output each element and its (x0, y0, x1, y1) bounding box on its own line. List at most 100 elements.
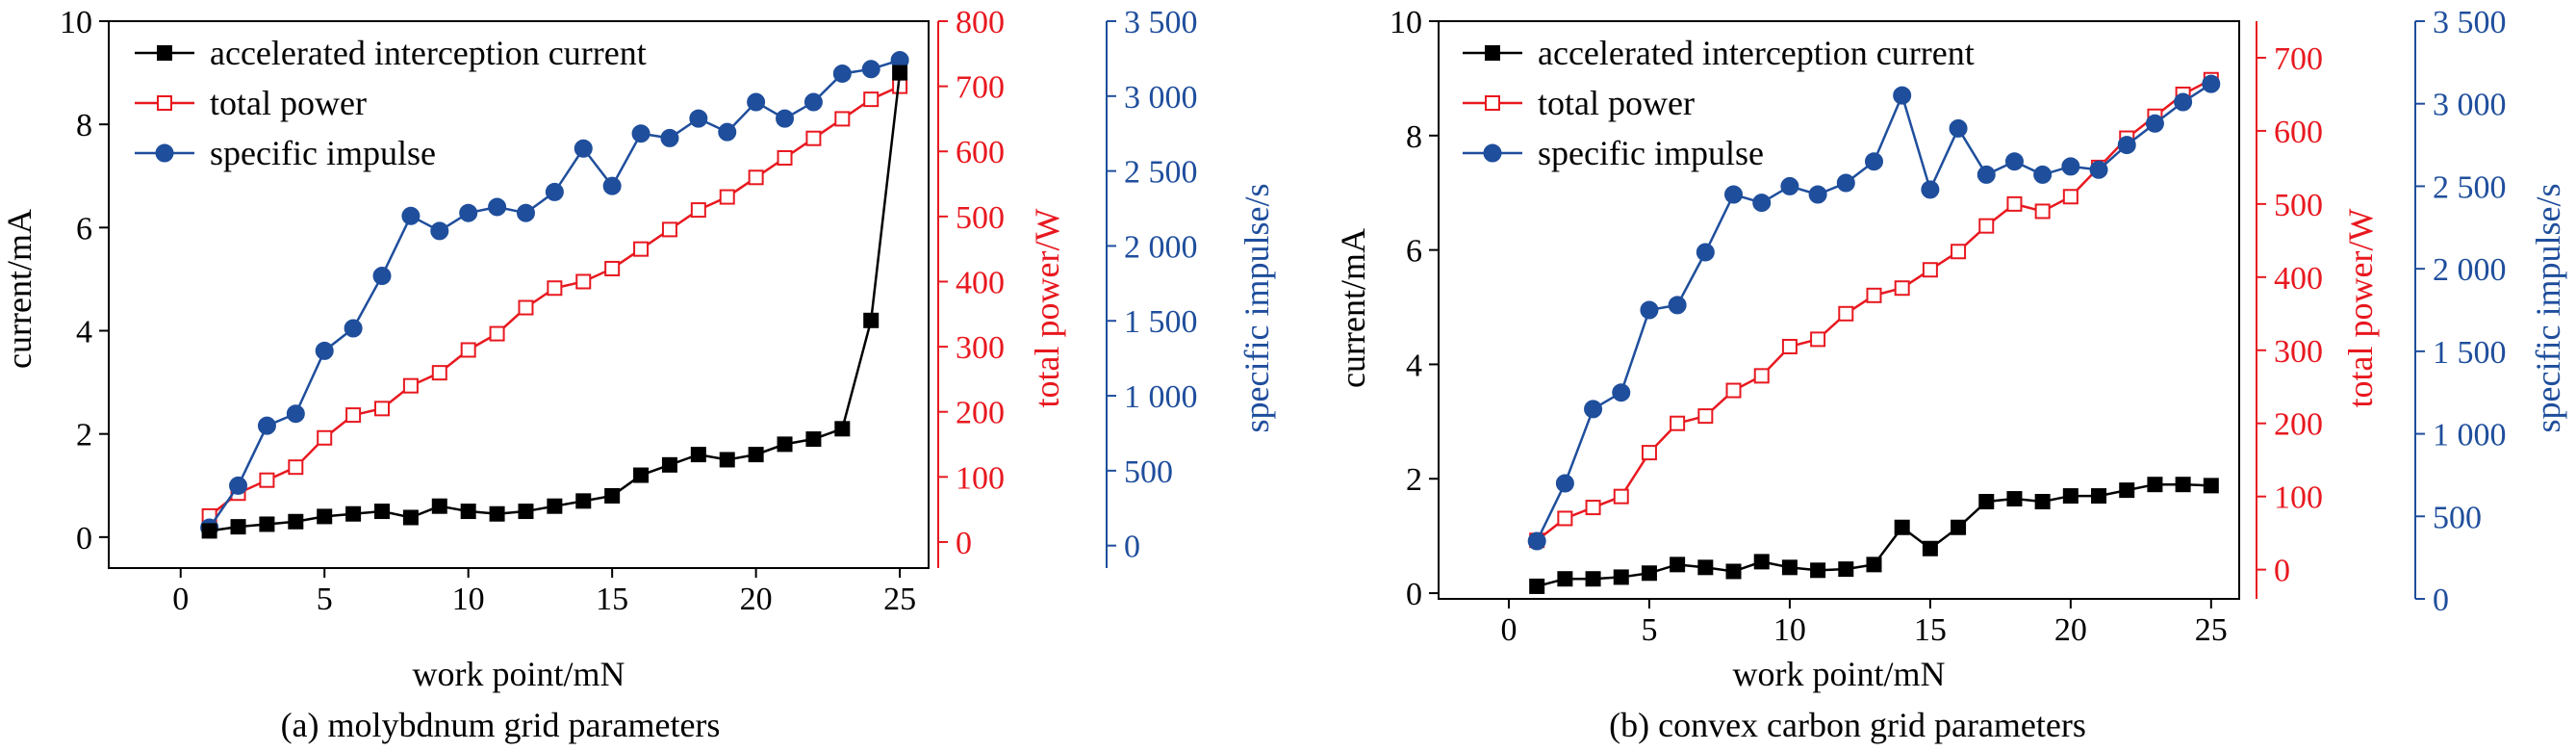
y-tick-label-current: 6 (76, 211, 92, 246)
data-point-power (489, 325, 505, 342)
data-point-power (1781, 338, 1798, 354)
data-point-power (2062, 189, 2079, 205)
data-point-impulse (1864, 152, 1883, 171)
y-tick-label-power: 700 (2274, 41, 2323, 77)
data-point-current (1725, 563, 1742, 580)
data-point-power (604, 260, 621, 276)
data-point-current (1670, 557, 1686, 573)
series-current (201, 65, 908, 539)
data-point-current (1922, 540, 1938, 557)
y-tick-label-impulse: 1 000 (1124, 379, 1198, 415)
data-point-impulse (1696, 243, 1715, 262)
y-tick-label-impulse: 500 (2433, 500, 2482, 535)
data-point-current (2062, 488, 2079, 505)
data-point-power (288, 459, 304, 476)
x-tick-label: 5 (1641, 612, 1657, 648)
legend: accelerated interception current total po… (135, 34, 647, 172)
data-point-impulse (459, 203, 478, 222)
y-tick-label-power: 400 (2274, 261, 2323, 297)
data-point-current (1585, 571, 1601, 587)
data-point-impulse (747, 92, 766, 112)
data-point-power (690, 202, 706, 219)
y-tick-label-current: 8 (1406, 119, 1422, 155)
data-point-current (1866, 557, 1882, 573)
data-point-current (2119, 482, 2135, 499)
data-point-impulse (1555, 474, 1574, 493)
y-tick-label-power: 700 (956, 70, 1005, 106)
data-point-power (1641, 445, 1657, 461)
data-point-current (345, 505, 362, 522)
y-tick-label-impulse: 1 500 (2433, 335, 2507, 371)
x-tick-label: 20 (2054, 612, 2087, 648)
data-point-impulse (1780, 176, 1799, 195)
y-tick-label-power: 500 (2274, 188, 2323, 223)
data-point-current (2175, 477, 2191, 493)
data-point-current (402, 509, 419, 526)
y-tick-label-impulse: 0 (2433, 583, 2449, 618)
y-tick-label-current: 0 (76, 521, 92, 557)
data-point-impulse (2033, 165, 2053, 184)
data-point-current (1838, 561, 1854, 578)
data-point-impulse (1808, 185, 1827, 204)
legend-marker-current (1485, 45, 1500, 61)
data-point-impulse (229, 476, 248, 495)
data-point-power (374, 401, 390, 417)
data-point-current (2203, 478, 2219, 494)
data-point-power (748, 169, 764, 186)
data-point-impulse (545, 182, 564, 201)
data-point-current (230, 519, 246, 535)
data-point-power (777, 150, 793, 166)
data-point-impulse (660, 128, 679, 147)
data-point-current (834, 421, 851, 437)
data-point-power (2034, 203, 2051, 220)
legend-label-current: accelerated interception current (1538, 34, 1975, 72)
data-point-current (805, 431, 822, 448)
y-tick-label-power: 200 (956, 396, 1005, 431)
y-tick-label-impulse: 1 500 (1124, 304, 1198, 340)
data-point-power (661, 221, 677, 238)
y-tick-label-power: 200 (2274, 407, 2323, 443)
data-point-current (288, 513, 304, 530)
x-tick-label: 15 (1914, 612, 1947, 648)
data-point-impulse (372, 267, 392, 286)
data-point-current (863, 312, 880, 328)
data-point-impulse (2145, 114, 2164, 133)
data-point-impulse (257, 416, 276, 435)
data-point-power (1838, 305, 1854, 322)
x-tick-label: 10 (1773, 612, 1806, 648)
data-point-power (1670, 415, 1686, 431)
data-point-impulse (2004, 152, 2024, 171)
data-point-impulse (602, 176, 622, 195)
y-tick-label-impulse: 1 000 (2433, 418, 2507, 453)
data-point-current (1753, 554, 1770, 570)
data-point-impulse (1949, 118, 1968, 138)
data-point-current (892, 65, 908, 81)
y-tick-label-current: 6 (1406, 234, 1422, 270)
data-point-impulse (286, 404, 305, 424)
y-tick-label-current: 4 (1406, 348, 1422, 383)
data-point-impulse (1584, 400, 1603, 419)
plot-frame (108, 20, 930, 569)
data-point-power (2006, 195, 2023, 212)
data-point-power (460, 342, 476, 358)
legend-label-power: total power (210, 84, 367, 122)
panel-caption: (b) convex carbon grid parameters (1609, 706, 2086, 744)
data-point-power (805, 130, 822, 146)
y-tick-label-current: 10 (60, 5, 92, 40)
data-point-impulse (689, 109, 708, 128)
y-tick-label-power: 0 (956, 526, 972, 561)
data-point-impulse (1836, 173, 1855, 193)
data-point-current (460, 504, 476, 520)
y-tick-label-power: 800 (956, 5, 1005, 40)
data-point-impulse (488, 197, 507, 217)
data-point-impulse (1752, 194, 1772, 213)
data-point-current (633, 467, 650, 483)
data-point-impulse (1612, 383, 1631, 402)
data-point-power (1697, 408, 1714, 425)
y-tick-label-impulse: 3 000 (1124, 80, 1198, 116)
y-tick-label-power: 600 (956, 135, 1005, 170)
x-axis-label: work point/mN (1733, 655, 1946, 693)
y-tick-label-power: 300 (2274, 334, 2323, 370)
y-axis-label-impulse: specific impulse/s (2529, 184, 2567, 433)
data-point-power (547, 280, 563, 297)
